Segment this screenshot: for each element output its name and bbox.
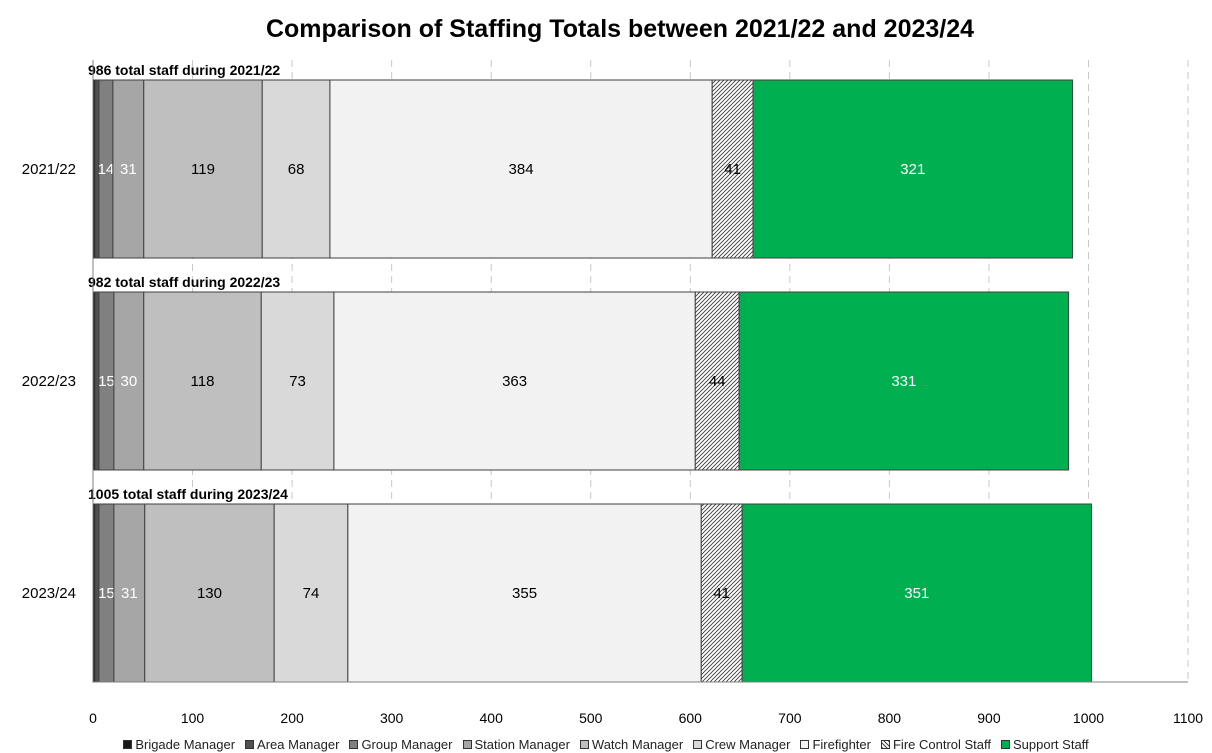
x-tick-label: 800 <box>878 710 902 726</box>
bar-segment <box>694 291 740 471</box>
bar-segment <box>260 291 335 471</box>
data-label: 41 <box>724 161 741 178</box>
legend: Brigade Manager Area Manager Group Manager… <box>0 735 1212 753</box>
legend-item: Fire Control Staff <box>880 735 992 753</box>
data-label: 44 <box>709 373 726 390</box>
bar-total-label: 982 total staff during 2022/23 <box>88 274 280 290</box>
data-label: 331 <box>891 373 916 390</box>
legend-label: Watch Manager <box>591 736 684 752</box>
data-label: 321 <box>900 161 925 178</box>
data-label: 363 <box>502 373 527 390</box>
bar-total-label: 986 total staff during 2021/22 <box>88 62 280 78</box>
data-label: 130 <box>197 585 222 602</box>
bar-segment <box>329 79 713 259</box>
x-tick-label: 300 <box>380 710 404 726</box>
legend-label: Support Staff <box>1013 736 1089 752</box>
legend-label: Crew Manager <box>705 736 791 752</box>
legend-label: Brigade Manager <box>135 736 236 752</box>
bar-segment <box>347 503 702 683</box>
bar-segment <box>738 291 1070 471</box>
bars: 14 31 119 68 384 41 321 986 total staff during … <box>88 62 1092 683</box>
x-tick-label: 600 <box>679 710 703 726</box>
chart-title: Comparison of Staffing Totals between 20… <box>266 15 974 43</box>
bar-segment <box>143 79 263 259</box>
legend-label: Fire Control Staff <box>892 736 992 752</box>
x-tick-label: 1100 <box>1173 710 1203 726</box>
data-label: 73 <box>289 373 306 390</box>
data-label: 14 <box>98 161 115 178</box>
data-label: 68 <box>288 161 305 178</box>
bar-segment <box>741 503 1092 683</box>
data-label: 119 <box>191 161 215 178</box>
legend-swatch <box>1001 739 1011 749</box>
bar-segment <box>333 291 696 471</box>
legend-swatch <box>349 739 359 749</box>
legend-label: Area Manager <box>257 736 340 752</box>
legend-item: Area Manager <box>245 735 339 753</box>
data-label: 30 <box>120 373 137 390</box>
x-tick-label: 100 <box>181 710 205 726</box>
data-label: 15 <box>98 585 115 602</box>
x-tick-label: 0 <box>89 710 97 726</box>
bar-segment <box>261 79 331 259</box>
x-tick-label: 1000 <box>1073 710 1104 726</box>
legend-item: Support Staff <box>1001 735 1089 753</box>
data-label: 355 <box>512 585 537 602</box>
data-label: 351 <box>904 585 929 602</box>
data-label: 384 <box>509 161 534 178</box>
data-label: 31 <box>121 585 138 602</box>
legend-label: Firefighter <box>812 736 871 752</box>
data-label: 118 <box>191 373 215 390</box>
legend-item: Firefighter <box>800 735 871 753</box>
x-axis: 0 100 200 300 400 500 600 700 800 900 1000 1100 <box>89 60 1203 726</box>
x-tick-label: 200 <box>280 710 304 726</box>
y-category-label: 2021/22 <box>22 161 76 178</box>
legend-label: Group Manager <box>361 736 453 752</box>
legend-swatch <box>245 739 255 749</box>
legend-item: Crew Manager <box>693 735 790 753</box>
data-label: 41 <box>713 585 730 602</box>
x-tick-label: 500 <box>579 710 603 726</box>
data-label: 74 <box>303 585 320 602</box>
legend-swatch <box>800 739 810 749</box>
bar-segment <box>752 79 1074 259</box>
y-category-label: 2022/23 <box>22 373 76 390</box>
legend-swatch <box>693 739 703 749</box>
x-tick-label: 900 <box>977 710 1001 726</box>
legend-label: Station Manager <box>474 736 570 752</box>
legend-swatch <box>123 739 133 749</box>
legend-item: Watch Manager <box>579 735 684 753</box>
data-label: 31 <box>120 161 137 178</box>
legend-swatch <box>579 739 589 749</box>
data-label: 15 <box>98 373 115 390</box>
stacked-bar-chart: Comparison of Staffing Totals between 20… <box>22 15 1204 726</box>
bar-total-label: 1005 total staff during 2023/24 <box>88 486 288 502</box>
x-tick-label: 400 <box>480 710 504 726</box>
legend-swatch <box>880 739 890 749</box>
bar-segment <box>113 503 146 683</box>
bar-segment <box>143 291 262 471</box>
legend-item: Station Manager <box>462 735 570 753</box>
bar-segment <box>144 503 275 683</box>
legend-item: Group Manager <box>349 735 453 753</box>
y-category-label: 2023/24 <box>22 585 76 602</box>
legend-swatch <box>462 739 472 749</box>
y-axis: 2021/22 2022/23 2023/24 <box>22 161 76 602</box>
legend-item: Brigade Manager <box>123 735 235 753</box>
x-tick-label: 700 <box>778 710 802 726</box>
bar-segment <box>711 79 754 259</box>
